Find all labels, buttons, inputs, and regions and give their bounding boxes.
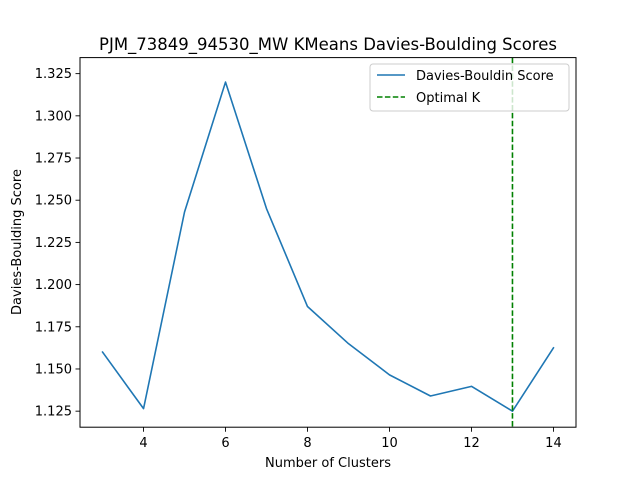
x-tick-label: 8 bbox=[303, 436, 311, 451]
y-axis-label: Davies-Boulding Score bbox=[10, 169, 25, 315]
y-tick-label: 1.125 bbox=[35, 405, 72, 420]
x-tick-label: 14 bbox=[545, 436, 562, 451]
x-tick-label: 12 bbox=[463, 436, 480, 451]
y-tick-label: 1.325 bbox=[35, 67, 72, 82]
x-tick-label: 4 bbox=[139, 436, 147, 451]
x-tick-label: 6 bbox=[221, 436, 229, 451]
y-tick-label: 1.300 bbox=[35, 109, 72, 124]
y-tick-label: 1.200 bbox=[35, 278, 72, 293]
x-axis-label: Number of Clusters bbox=[265, 456, 391, 471]
y-tick-label: 1.150 bbox=[35, 362, 72, 377]
legend-box bbox=[369, 63, 570, 112]
y-tick-label: 1.250 bbox=[35, 194, 72, 209]
chart-title: PJM_73849_94530_MW KMeans Davies-Bouldin… bbox=[99, 35, 557, 55]
y-tick-label: 1.275 bbox=[35, 152, 72, 167]
series-line-davies-bouldin-score bbox=[101, 81, 555, 412]
x-tick-label: 10 bbox=[381, 436, 398, 451]
y-axis: 1.125 1.150 1.175 1.200 1.225 1.250 1.275 1.300… bbox=[35, 67, 80, 420]
legend-label-optimal-k: Optimal K bbox=[416, 91, 481, 106]
legend-label-score: Davies-Bouldin Score bbox=[416, 69, 554, 84]
y-tick-label: 1.225 bbox=[35, 236, 72, 251]
legend: Davies-Bouldin Score Optimal K bbox=[369, 63, 570, 112]
y-tick-label: 1.175 bbox=[35, 320, 72, 335]
plot-area bbox=[80, 57, 576, 428]
series-layer bbox=[101, 81, 555, 412]
x-axis: 4 6 8 10 12 14 bbox=[139, 427, 562, 451]
plot-frame bbox=[79, 57, 577, 428]
